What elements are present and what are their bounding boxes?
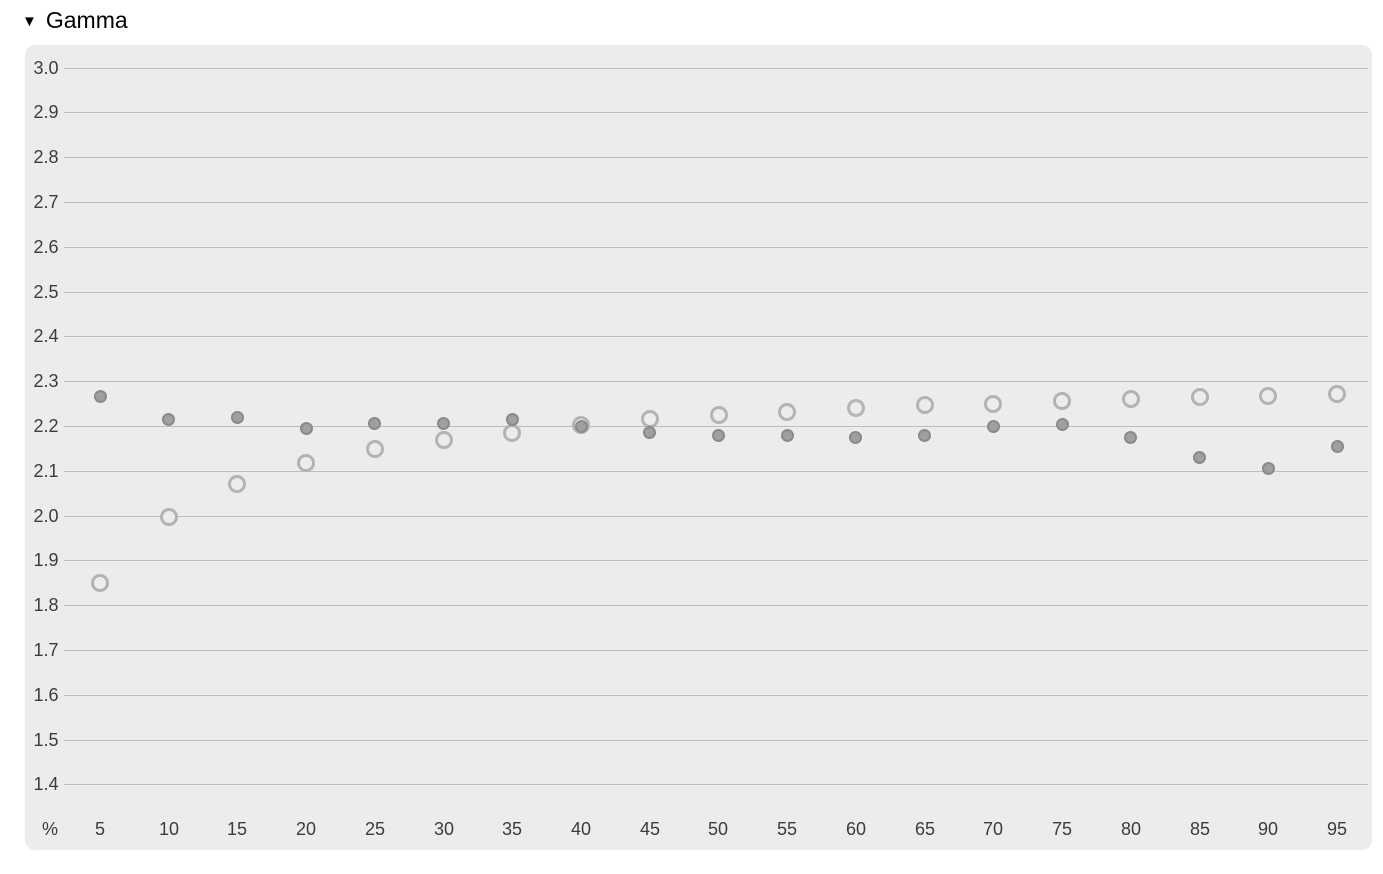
y-tick-label: 2.8 <box>33 147 59 167</box>
data-point-filled-dot <box>1330 439 1344 453</box>
data-point-filled-dot <box>1193 450 1206 464</box>
data-point-filled-dot <box>505 412 519 426</box>
y-gridline <box>64 650 1368 651</box>
y-tick-label: 2.4 <box>33 326 59 346</box>
y-gridline <box>64 157 1368 158</box>
y-gridline <box>64 695 1368 696</box>
data-point-open-circle <box>1053 391 1072 410</box>
data-point-open-circle <box>915 396 934 415</box>
y-tick-label: 3.0 <box>33 58 59 78</box>
data-point-filled-dot <box>643 426 657 440</box>
x-tick-label: 60 <box>845 819 867 839</box>
data-point-open-circle <box>365 440 384 459</box>
y-gridline <box>64 381 1368 382</box>
x-tick-label: 70 <box>982 819 1004 839</box>
y-gridline <box>64 560 1368 561</box>
collapse-triangle-icon[interactable]: ▼ <box>22 12 37 30</box>
y-tick-label: 2.3 <box>33 371 59 391</box>
data-point-filled-dot <box>368 417 382 431</box>
x-tick-label: 10 <box>158 819 180 839</box>
x-tick-label: 65 <box>914 819 936 839</box>
data-point-open-circle <box>1121 390 1140 409</box>
y-tick-label: 1.8 <box>33 595 59 615</box>
data-point-open-circle <box>228 475 247 494</box>
data-point-filled-dot <box>1261 462 1275 476</box>
y-tick-label: 2.9 <box>33 102 59 122</box>
x-tick-label: 75 <box>1051 819 1073 839</box>
data-point-open-circle <box>1259 386 1278 405</box>
y-gridline <box>64 292 1368 293</box>
data-point-filled-dot <box>1124 430 1138 444</box>
x-tick-label: 95 <box>1326 819 1348 839</box>
data-point-open-circle <box>778 403 797 422</box>
x-tick-label: 85 <box>1189 819 1211 839</box>
y-gridline <box>64 605 1368 606</box>
x-tick-label: 90 <box>1257 819 1279 839</box>
data-point-filled-dot <box>230 410 244 424</box>
y-tick-label: 1.7 <box>33 640 59 660</box>
section-title: Gamma <box>45 6 128 33</box>
data-point-filled-dot <box>849 430 863 444</box>
x-tick-label: 40 <box>570 819 592 839</box>
data-point-filled-dot <box>437 417 451 431</box>
data-point-filled-dot <box>162 412 176 426</box>
data-point-open-circle <box>1190 387 1209 406</box>
data-point-open-circle <box>984 394 1003 413</box>
y-gridline <box>64 68 1368 69</box>
y-tick-label: 2.5 <box>33 282 59 302</box>
y-tick-label: 1.9 <box>33 550 59 570</box>
y-gridline <box>64 247 1368 248</box>
x-tick-label: 55 <box>776 819 798 839</box>
data-point-open-circle <box>709 405 728 424</box>
y-tick-label: 1.5 <box>33 730 59 750</box>
x-tick-label: 5 <box>94 819 105 839</box>
data-point-open-circle <box>846 399 865 418</box>
data-point-open-circle <box>297 454 316 473</box>
x-tick-label: 35 <box>501 819 523 839</box>
data-point-filled-dot <box>986 420 1000 434</box>
y-gridline <box>64 516 1368 517</box>
data-point-open-circle <box>159 507 178 526</box>
y-tick-label: 2.1 <box>33 461 59 481</box>
x-tick-label: 25 <box>364 819 386 839</box>
y-gridline <box>64 202 1368 203</box>
data-point-open-circle <box>1328 384 1346 403</box>
data-point-open-circle <box>503 423 522 442</box>
data-point-filled-dot <box>93 390 107 404</box>
data-point-open-circle <box>434 431 453 450</box>
y-gridline <box>64 336 1368 337</box>
x-tick-label: 30 <box>433 819 455 839</box>
data-point-filled-dot <box>918 428 932 442</box>
y-gridline <box>64 740 1368 741</box>
y-tick-label: 1.4 <box>33 774 59 794</box>
y-tick-label: 2.6 <box>33 237 59 257</box>
x-tick-label: 50 <box>707 819 729 839</box>
x-tick-label: 80 <box>1120 819 1142 839</box>
x-tick-label: 45 <box>639 819 661 839</box>
y-gridline <box>64 426 1368 427</box>
y-tick-label: 1.6 <box>33 685 59 705</box>
data-point-filled-dot <box>1055 418 1069 432</box>
y-gridline <box>64 471 1368 472</box>
gamma-section-header[interactable]: ▼ Gamma <box>22 0 128 40</box>
data-point-filled-dot <box>780 428 794 442</box>
x-tick-label: 15 <box>226 819 248 839</box>
data-point-filled-dot <box>299 421 313 435</box>
x-axis-unit-label: % <box>41 819 58 839</box>
y-gridline <box>64 112 1368 113</box>
x-tick-label: 20 <box>295 819 317 839</box>
y-gridline <box>64 784 1368 785</box>
y-tick-label: 2.2 <box>33 416 59 436</box>
data-point-filled-dot <box>712 428 725 442</box>
data-point-filled-dot <box>574 420 588 434</box>
y-tick-label: 2.0 <box>33 506 59 526</box>
y-tick-label: 2.7 <box>33 192 59 212</box>
data-point-open-circle <box>91 573 109 592</box>
gamma-chart-panel: 3.0 2.9 2.8 2.7 2.6 2.5 2.4 2.3 2.2 2.1 2.0 1.9 1.8 1… <box>25 45 1372 850</box>
